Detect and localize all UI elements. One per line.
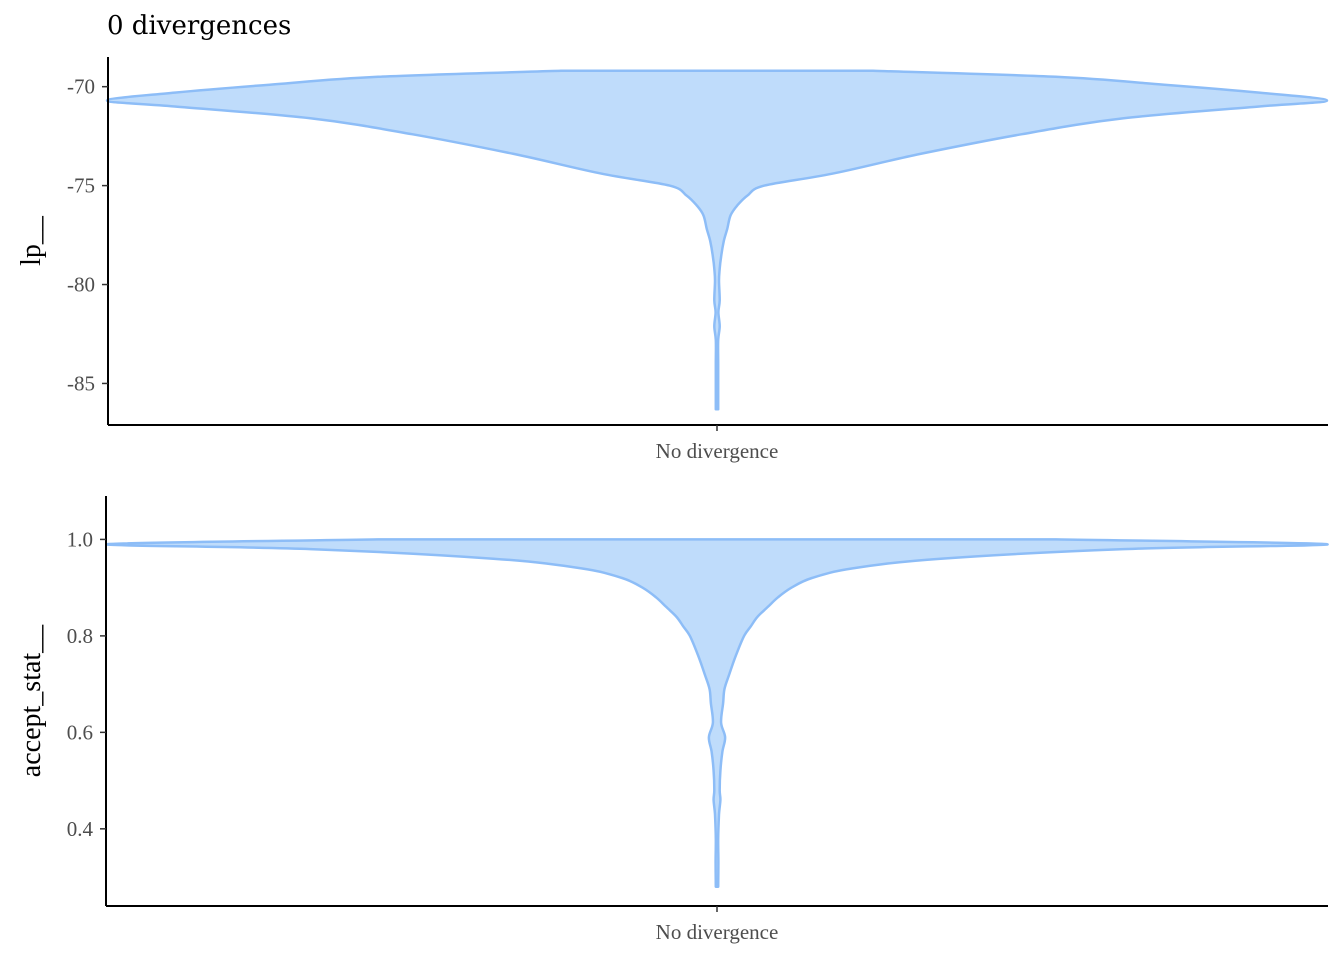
- accept-stat-y-tick-label: 0.4: [67, 817, 94, 841]
- lp-x-tick-label: No divergence: [656, 439, 779, 463]
- accept-stat-y-axis-title: accept_stat__: [16, 624, 47, 777]
- lp-y-tick-label: -85: [67, 371, 95, 395]
- chart-title: 0 divergences: [107, 11, 291, 41]
- lp-panel: -70 -75 -80 -85 No divergence lp__: [16, 57, 1329, 463]
- lp-y-ticks: -70 -75 -80 -85: [67, 75, 108, 395]
- accept-stat-y-tick-label: 0.6: [67, 720, 93, 744]
- lp-y-tick-label: -75: [67, 174, 95, 198]
- accept-stat-y-ticks: 1.0 0.8 0.6 0.4: [67, 527, 106, 841]
- accept-stat-y-tick-label: 0.8: [67, 624, 93, 648]
- lp-violin: [105, 69, 1329, 411]
- accept-stat-x-tick-label: No divergence: [656, 920, 779, 944]
- lp-y-axis-title: lp__: [16, 215, 47, 266]
- accept-stat-violin: [105, 538, 1329, 888]
- accept-stat-y-tick-label: 1.0: [67, 527, 93, 551]
- lp-y-tick-label: -70: [67, 75, 95, 99]
- lp-y-tick-label: -80: [67, 273, 95, 297]
- accept-stat-panel: 1.0 0.8 0.6 0.4 No divergence accept_stat__: [16, 496, 1329, 944]
